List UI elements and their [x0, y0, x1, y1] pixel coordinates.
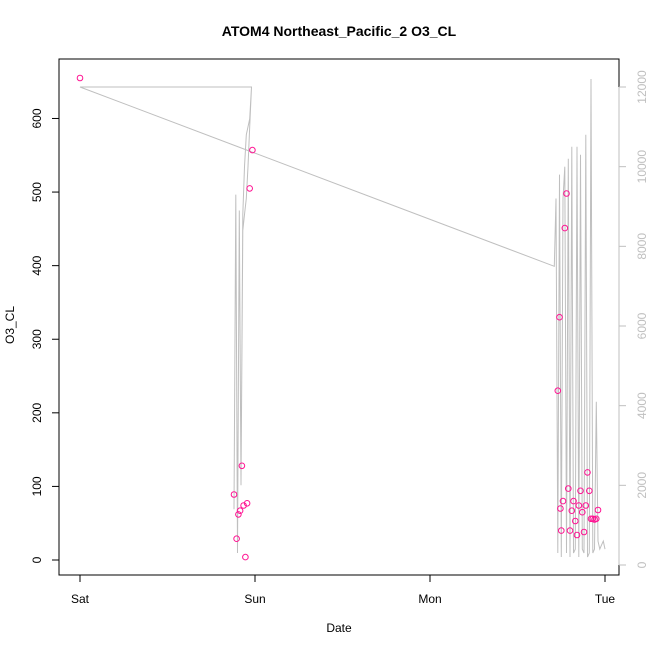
data-point: [238, 462, 246, 470]
y2-axis: 0 2000 4000 6000 8000 10000 12000: [618, 70, 649, 568]
y2-tick-label: 2000: [635, 472, 649, 499]
y-axis-label: O3_CL: [3, 306, 17, 344]
data-point: [594, 506, 602, 514]
data-point: [554, 387, 562, 395]
data-point: [579, 508, 586, 516]
y-tick-label: 100: [30, 476, 44, 496]
data-point: [577, 487, 584, 495]
plot-area-frame: [58, 58, 620, 576]
y2-tick-label: 8000: [635, 233, 649, 260]
points-layer: [76, 74, 602, 561]
data-point: [584, 469, 591, 476]
data-point: [586, 487, 593, 495]
x-tick-label: Tue: [595, 592, 616, 606]
data-point: [249, 146, 256, 154]
data-point: [593, 515, 600, 523]
data-point: [573, 531, 581, 539]
chart-title: ATOM4 Northeast_Pacific_2 O3_CL: [222, 23, 457, 39]
line-layer: [79, 78, 606, 558]
y-tick-label: 200: [30, 402, 44, 422]
y-axis: 0 100 200 300 400 500 600: [30, 108, 60, 563]
x-tick-label: Sun: [244, 592, 265, 606]
data-point: [580, 528, 588, 536]
x-tick-label: Mon: [418, 592, 441, 606]
data-point: [240, 502, 247, 509]
data-point: [575, 502, 583, 509]
data-point: [246, 185, 253, 192]
y2-tick-label: 12000: [635, 70, 649, 104]
data-point: [559, 497, 567, 505]
data-point: [570, 497, 577, 505]
data-point: [565, 485, 572, 492]
data-point: [566, 527, 574, 534]
y-tick-label: 400: [30, 255, 44, 275]
data-point: [235, 511, 242, 518]
y2-tick-label: 10000: [635, 150, 649, 184]
data-point: [558, 527, 565, 534]
y2-tick-label: 0: [635, 561, 649, 568]
data-point: [243, 500, 251, 507]
y-tick-label: 0: [30, 556, 44, 563]
series-line-0: [79, 78, 606, 558]
y-tick-label: 300: [30, 329, 44, 349]
data-point: [242, 553, 249, 561]
data-point: [563, 190, 570, 197]
data-point: [557, 505, 564, 512]
data-point: [572, 517, 579, 525]
data-point: [556, 313, 563, 321]
data-point: [582, 502, 590, 509]
data-point: [233, 535, 240, 543]
x-axis-label: Date: [326, 621, 352, 635]
x-tick-label: Sat: [71, 592, 90, 606]
y-tick-label: 600: [30, 108, 44, 128]
data-point: [76, 74, 84, 82]
y-tick-label: 500: [30, 182, 44, 202]
data-point: [230, 491, 238, 498]
data-point: [236, 507, 244, 515]
x-axis: Sat Sun Mon Tue: [71, 574, 616, 606]
data-point: [568, 507, 576, 515]
y2-tick-label: 4000: [635, 392, 649, 419]
data-point: [561, 224, 569, 232]
y2-tick-label: 6000: [635, 312, 649, 339]
